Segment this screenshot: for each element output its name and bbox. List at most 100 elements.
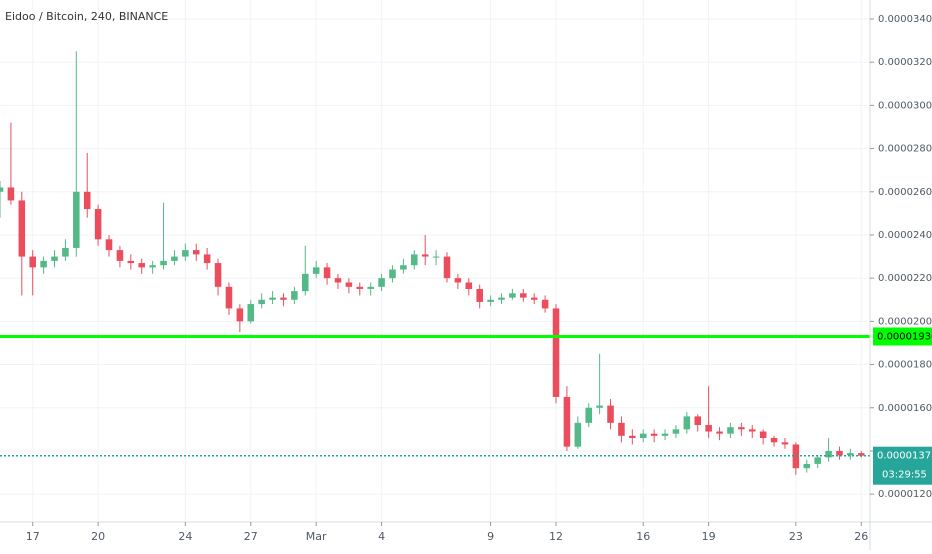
candle-body [476, 288, 483, 302]
x-tick-label: 4 [378, 530, 385, 543]
candle-body [225, 286, 233, 309]
candle-body [814, 457, 821, 464]
candle-body [192, 250, 200, 255]
candle-body [138, 263, 145, 268]
x-tick-label: 17 [26, 530, 40, 543]
candle-body [585, 407, 592, 423]
candle-body [367, 286, 374, 289]
candle-body [520, 293, 527, 298]
candle-body [411, 254, 418, 266]
candle-body [94, 209, 102, 240]
candle-body [378, 278, 385, 287]
candle-body [465, 282, 473, 289]
candle-body [116, 250, 124, 261]
candle-body [825, 450, 832, 458]
chart-title: Eidoo / Bitcoin, 240, BINANCE [5, 10, 168, 23]
candle-body [334, 278, 342, 283]
candle-body [0, 187, 4, 192]
candle-body [356, 286, 364, 289]
candle-body [596, 405, 603, 408]
candle-body [105, 239, 113, 251]
candle-body [759, 431, 767, 438]
candle-body [149, 265, 156, 268]
candle-body [792, 444, 800, 469]
candle-body [291, 291, 298, 300]
candle-body [18, 200, 26, 257]
x-tick-label: Mar [306, 530, 327, 543]
candle-body [247, 304, 255, 322]
candle-body [629, 435, 636, 438]
candle-body [618, 422, 625, 436]
candle-body [443, 256, 451, 279]
candle-body [639, 433, 647, 438]
candle-body [803, 463, 811, 469]
candle-body [563, 396, 571, 447]
candle-body [683, 416, 691, 430]
candle-body [607, 405, 614, 423]
x-tick-label: 20 [91, 530, 105, 543]
candle-body [650, 433, 658, 436]
last-price-label: 0.00001378 [877, 451, 932, 462]
candle-body [389, 269, 396, 279]
x-tick-label: 24 [178, 530, 192, 543]
candle-body [748, 429, 756, 432]
candle-body [171, 256, 178, 261]
candle-body [847, 453, 854, 456]
x-tick-label: 26 [854, 530, 868, 543]
candle-body [836, 450, 843, 456]
x-tick-label: 19 [702, 530, 716, 543]
level-label-box [873, 327, 932, 346]
candle-body [182, 250, 189, 257]
candle-body [574, 422, 582, 447]
candle-body [345, 282, 353, 287]
candle-body [672, 429, 680, 434]
x-tick-label: 16 [636, 530, 650, 543]
candle-body [323, 267, 331, 279]
candle-body [40, 260, 47, 268]
candle-body [236, 308, 244, 322]
candle-body [770, 437, 778, 443]
candle-body [498, 297, 505, 300]
candle-body [73, 191, 80, 248]
candles [0, 51, 870, 475]
candle-body [400, 265, 407, 270]
candle-body [530, 297, 538, 300]
candle-body [694, 416, 702, 426]
x-tick-label: 27 [244, 530, 258, 543]
x-tick-label: 12 [549, 530, 563, 543]
candle-body [51, 256, 58, 261]
candle-body [432, 256, 440, 258]
candle-body [62, 247, 69, 257]
candle-body [509, 293, 516, 298]
candle-body [705, 425, 712, 432]
candle-body [727, 427, 734, 434]
candle-body [127, 260, 135, 264]
candle-body [421, 254, 429, 257]
candle-body [661, 433, 669, 436]
x-tick-label: 9 [487, 530, 494, 543]
candle-body [160, 260, 167, 266]
candle-body [738, 427, 745, 430]
candle-body [541, 299, 549, 309]
last-price-box [873, 446, 932, 485]
candle-body [487, 299, 494, 302]
x-tick-label: 23 [789, 530, 803, 543]
candle-body [280, 297, 287, 300]
candle-body [454, 278, 462, 283]
candle-body [29, 256, 36, 268]
candle-body [781, 442, 789, 445]
candle-body [203, 254, 211, 264]
